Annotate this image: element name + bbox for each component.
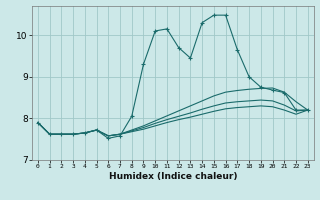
X-axis label: Humidex (Indice chaleur): Humidex (Indice chaleur) [108, 172, 237, 181]
